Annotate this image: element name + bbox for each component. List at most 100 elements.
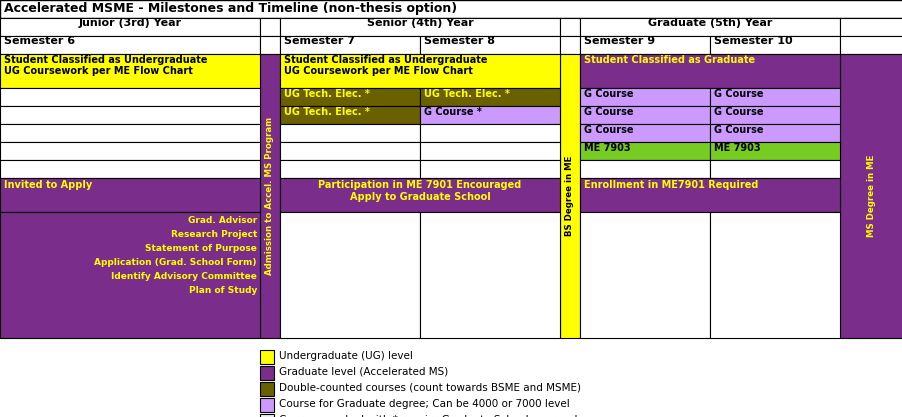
FancyBboxPatch shape xyxy=(280,18,559,36)
FancyBboxPatch shape xyxy=(260,398,273,412)
FancyBboxPatch shape xyxy=(280,160,419,178)
FancyBboxPatch shape xyxy=(0,88,260,106)
FancyBboxPatch shape xyxy=(559,18,579,36)
FancyBboxPatch shape xyxy=(0,160,260,178)
Text: Identify Advisory Committee: Identify Advisory Committee xyxy=(111,272,257,281)
Text: Graduate (5th) Year: Graduate (5th) Year xyxy=(647,18,771,28)
Text: Research Project: Research Project xyxy=(170,230,257,239)
Text: G Course: G Course xyxy=(584,125,633,135)
FancyBboxPatch shape xyxy=(260,54,280,338)
FancyBboxPatch shape xyxy=(559,36,579,54)
FancyBboxPatch shape xyxy=(579,88,709,106)
FancyBboxPatch shape xyxy=(260,36,280,54)
Text: Double-counted courses (count towards BSME and MSME): Double-counted courses (count towards BS… xyxy=(279,383,580,393)
FancyBboxPatch shape xyxy=(280,212,419,338)
Text: Accelerated MSME - Milestones and Timeline (non-thesis option): Accelerated MSME - Milestones and Timeli… xyxy=(4,2,456,15)
FancyBboxPatch shape xyxy=(419,212,559,338)
FancyBboxPatch shape xyxy=(0,18,260,36)
Text: ME 7903: ME 7903 xyxy=(713,143,759,153)
FancyBboxPatch shape xyxy=(0,178,260,212)
Text: Enrollment in ME7901 Required: Enrollment in ME7901 Required xyxy=(584,180,758,190)
Text: G Course: G Course xyxy=(713,107,763,117)
FancyBboxPatch shape xyxy=(0,212,260,338)
FancyBboxPatch shape xyxy=(839,18,902,36)
Text: Senior (4th) Year: Senior (4th) Year xyxy=(366,18,473,28)
FancyBboxPatch shape xyxy=(260,414,273,417)
Text: UG Coursework per ME Flow Chart: UG Coursework per ME Flow Chart xyxy=(4,66,193,76)
Text: Student Classified as Undergraduate: Student Classified as Undergraduate xyxy=(284,55,487,65)
FancyBboxPatch shape xyxy=(260,366,273,380)
Text: Semester 10: Semester 10 xyxy=(713,36,792,46)
Text: Participation in ME 7901 Encouraged
Apply to Graduate School: Participation in ME 7901 Encouraged Appl… xyxy=(318,180,521,201)
Text: BS Degree in ME: BS Degree in ME xyxy=(565,156,574,236)
FancyBboxPatch shape xyxy=(839,36,902,54)
Text: Graduate level (Accelerated MS): Graduate level (Accelerated MS) xyxy=(279,367,447,377)
FancyBboxPatch shape xyxy=(579,160,709,178)
FancyBboxPatch shape xyxy=(0,36,260,54)
FancyBboxPatch shape xyxy=(709,36,839,54)
Text: UG Tech. Elec. *: UG Tech. Elec. * xyxy=(284,89,370,99)
FancyBboxPatch shape xyxy=(419,36,559,54)
FancyBboxPatch shape xyxy=(579,124,709,142)
Text: UG Coursework per ME Flow Chart: UG Coursework per ME Flow Chart xyxy=(284,66,473,76)
Text: G Course: G Course xyxy=(713,125,763,135)
FancyBboxPatch shape xyxy=(0,124,260,142)
Text: G Course *: G Course * xyxy=(424,107,482,117)
FancyBboxPatch shape xyxy=(709,88,839,106)
FancyBboxPatch shape xyxy=(280,106,419,124)
FancyBboxPatch shape xyxy=(0,54,260,88)
Text: UG Tech. Elec. *: UG Tech. Elec. * xyxy=(284,107,370,117)
FancyBboxPatch shape xyxy=(0,142,260,160)
FancyBboxPatch shape xyxy=(419,124,559,142)
Text: Plan of Study: Plan of Study xyxy=(189,286,257,295)
FancyBboxPatch shape xyxy=(280,36,419,54)
FancyBboxPatch shape xyxy=(579,178,839,212)
FancyBboxPatch shape xyxy=(579,18,839,36)
FancyBboxPatch shape xyxy=(579,212,709,338)
Text: G Course: G Course xyxy=(713,89,763,99)
FancyBboxPatch shape xyxy=(280,142,419,160)
Text: Semester 8: Semester 8 xyxy=(424,36,494,46)
FancyBboxPatch shape xyxy=(280,124,419,142)
Text: Courses marked with * require Graduate School approval: Courses marked with * require Graduate S… xyxy=(279,415,577,417)
FancyBboxPatch shape xyxy=(260,382,273,396)
FancyBboxPatch shape xyxy=(419,106,559,124)
FancyBboxPatch shape xyxy=(579,142,709,160)
Text: Statement of Purpose: Statement of Purpose xyxy=(145,244,257,253)
Text: UG Tech. Elec. *: UG Tech. Elec. * xyxy=(424,89,510,99)
Text: Student Classified as Undergraduate: Student Classified as Undergraduate xyxy=(4,55,207,65)
FancyBboxPatch shape xyxy=(260,350,273,364)
FancyBboxPatch shape xyxy=(0,106,260,124)
FancyBboxPatch shape xyxy=(579,106,709,124)
FancyBboxPatch shape xyxy=(709,142,839,160)
FancyBboxPatch shape xyxy=(839,54,902,338)
Text: Course for Graduate degree; Can be 4000 or 7000 level: Course for Graduate degree; Can be 4000 … xyxy=(279,399,569,409)
FancyBboxPatch shape xyxy=(280,178,559,212)
FancyBboxPatch shape xyxy=(709,160,839,178)
Text: G Course: G Course xyxy=(584,89,633,99)
Text: Junior (3rd) Year: Junior (3rd) Year xyxy=(78,18,181,28)
FancyBboxPatch shape xyxy=(559,54,579,338)
FancyBboxPatch shape xyxy=(419,160,559,178)
FancyBboxPatch shape xyxy=(709,212,839,338)
Text: Admission to Accel. MS Program: Admission to Accel. MS Program xyxy=(265,117,274,275)
Text: MS Degree in ME: MS Degree in ME xyxy=(866,155,875,237)
FancyBboxPatch shape xyxy=(419,142,559,160)
FancyBboxPatch shape xyxy=(709,124,839,142)
FancyBboxPatch shape xyxy=(579,54,839,88)
FancyBboxPatch shape xyxy=(280,54,559,88)
FancyBboxPatch shape xyxy=(0,0,902,18)
Text: Student Classified as Graduate: Student Classified as Graduate xyxy=(584,55,754,65)
Text: Invited to Apply: Invited to Apply xyxy=(4,180,92,190)
FancyBboxPatch shape xyxy=(280,88,419,106)
FancyBboxPatch shape xyxy=(709,106,839,124)
FancyBboxPatch shape xyxy=(260,18,280,36)
FancyBboxPatch shape xyxy=(579,36,709,54)
Text: Semester 9: Semester 9 xyxy=(584,36,654,46)
Text: Grad. Advisor: Grad. Advisor xyxy=(188,216,257,225)
Text: Undergraduate (UG) level: Undergraduate (UG) level xyxy=(279,351,412,361)
Text: G Course: G Course xyxy=(584,107,633,117)
Text: ME 7903: ME 7903 xyxy=(584,143,630,153)
Text: Semester 6: Semester 6 xyxy=(4,36,75,46)
FancyBboxPatch shape xyxy=(419,88,559,106)
